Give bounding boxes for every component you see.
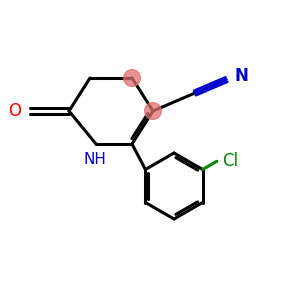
Text: N: N: [235, 67, 249, 85]
Text: NH: NH: [83, 152, 106, 167]
Circle shape: [124, 70, 140, 86]
Circle shape: [145, 103, 161, 119]
Text: Cl: Cl: [222, 152, 239, 170]
Text: O: O: [9, 102, 22, 120]
